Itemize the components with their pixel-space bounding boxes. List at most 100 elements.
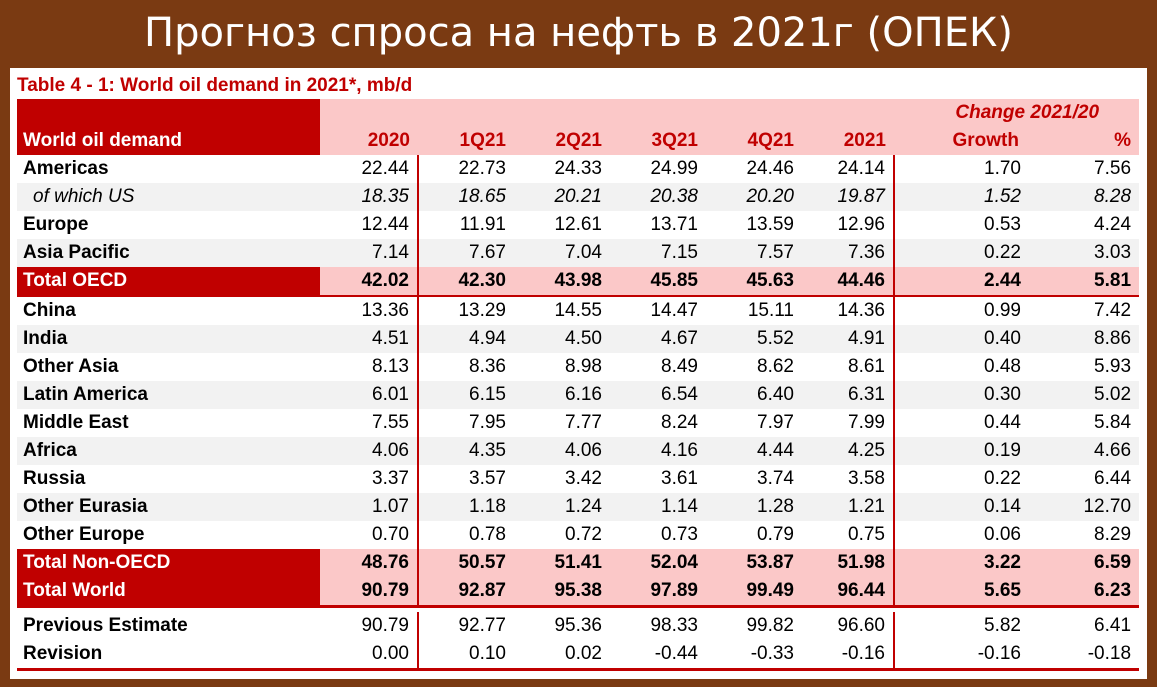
table-cell: 6.41 — [1094, 615, 1132, 636]
table-cell: 6.23 — [1029, 577, 1140, 608]
column-header-2020: 2020 — [320, 127, 418, 155]
table-cell: 5.02 — [1029, 381, 1140, 409]
table-cell: 5.84 — [1094, 412, 1132, 433]
table-cell: 3.74 — [757, 468, 794, 489]
table-cell: 42.02 — [320, 267, 419, 296]
table-cell: 0.44 — [984, 412, 1021, 433]
table-cell: 1.21 — [802, 493, 895, 521]
table-cell: 20.38 — [610, 183, 706, 211]
table-row: Total OECD 42.02 42.30 43.98 45.85 45.63 44.46… — [17, 267, 1140, 296]
table-cell: 96.44 — [802, 577, 895, 608]
row-label: Previous Estimate — [23, 615, 188, 636]
row-label: Middle East — [23, 412, 129, 433]
table-cell: 13.59 — [746, 214, 794, 235]
table-cell: 0.22 — [894, 239, 1029, 267]
table-cell: 90.79 — [320, 577, 419, 608]
table-cell: 3.37 — [320, 465, 419, 493]
table-cell: 51.98 — [802, 549, 895, 577]
table-cell: 11.91 — [459, 214, 506, 235]
table-cell: 12.61 — [554, 214, 602, 235]
table-cell: 8.36 — [469, 356, 506, 377]
column-header-growth: Growth — [894, 127, 1029, 155]
table-cell: 0.78 — [469, 524, 506, 545]
table-cell: 8.61 — [802, 353, 895, 381]
table-cell: 0.02 — [514, 640, 610, 671]
banner-title: Прогноз спроса на нефть в 2021г (ОПЕК) — [0, 0, 1157, 66]
table-cell: 12.44 — [320, 211, 419, 239]
table-cell: 0.48 — [984, 356, 1021, 377]
table-cell: 7.99 — [802, 409, 895, 437]
table-cell: 0.73 — [661, 524, 698, 545]
table-cell: 3.61 — [661, 468, 698, 489]
table-cell: 14.55 — [514, 295, 610, 325]
table-cell: 99.49 — [706, 577, 802, 608]
table-cell: 0.99 — [894, 295, 1029, 325]
header-row-change: Change 2021/20 — [17, 99, 1140, 127]
column-header-4q21: 4Q21 — [706, 127, 802, 155]
table-cell: -0.18 — [1029, 640, 1140, 671]
table-cell: 5.81 — [1029, 267, 1140, 296]
table-row: Other Asia 8.13 8.36 8.98 8.49 8.62 8.61 0.48 5.… — [17, 353, 1139, 381]
row-label: Other Asia — [23, 356, 119, 377]
table-caption: Table 4 - 1: World oil demand in 2021*, … — [17, 75, 413, 96]
table-cell: 8.24 — [661, 412, 698, 433]
row-label: of which US — [17, 183, 320, 211]
table-cell: 7.57 — [706, 239, 802, 267]
row-label: Total Non-OECD — [17, 549, 320, 577]
table-cell: 3.57 — [469, 468, 506, 489]
table-cell: 4.51 — [320, 325, 419, 353]
column-header-pct: % — [1029, 127, 1140, 155]
table-cell: 53.87 — [706, 549, 802, 577]
table-cell: 45.85 — [610, 267, 706, 296]
row-label: Total World — [17, 577, 320, 608]
table-cell: 0.30 — [894, 381, 1029, 409]
table-cell: 8.98 — [565, 356, 602, 377]
table-cell: 20.21 — [514, 183, 610, 211]
table-cell: 0.14 — [894, 493, 1029, 521]
table-cell: 92.77 — [458, 615, 506, 636]
table-cell: 22.44 — [320, 155, 419, 183]
column-header-3q21: 3Q21 — [610, 127, 706, 155]
table-cell: 4.44 — [706, 437, 802, 465]
table-cell: 14.36 — [802, 295, 895, 325]
header-row-columns: World oil demand 2020 1Q21 2Q21 3Q21 4Q2… — [17, 127, 1140, 155]
table-row: of which US 18.35 18.65 20.21 20.38 20.20 19.8… — [17, 183, 1140, 211]
table-cell: 7.36 — [802, 239, 895, 267]
table-cell: 7.56 — [1094, 158, 1132, 179]
table-cell: 6.31 — [802, 381, 895, 409]
table-cell: 1.28 — [706, 493, 802, 521]
table-cell: 4.67 — [610, 325, 706, 353]
table-cell: 24.99 — [650, 158, 698, 179]
table-cell: 95.38 — [514, 577, 610, 608]
table-cell: 97.89 — [610, 577, 706, 608]
table-cell: 4.94 — [418, 325, 514, 353]
table-row: Middle East 7.55 7.95 7.77 8.24 7.97 7.99 0.44 5… — [17, 409, 1139, 437]
table-cell: 6.59 — [1029, 549, 1140, 577]
header-label-top — [17, 99, 320, 127]
column-header-2q21: 2Q21 — [514, 127, 610, 155]
table-row: Africa 4.06 4.35 4.06 4.16 4.44 4.25 0.19 4.66 — [17, 437, 1140, 465]
table-cell: 8.62 — [757, 356, 794, 377]
table-cell: 6.01 — [320, 381, 419, 409]
table-cell: 1.24 — [514, 493, 610, 521]
table-row: India 4.51 4.94 4.50 4.67 5.52 4.91 0.40 8.86 — [17, 325, 1140, 353]
table-cell: 24.14 — [802, 155, 895, 183]
table-cell: 13.71 — [650, 214, 698, 235]
row-label: Revision — [17, 640, 320, 671]
table-cell: -0.16 — [894, 640, 1029, 671]
table-cell: 0.19 — [894, 437, 1029, 465]
table-cell: 8.29 — [1094, 524, 1132, 545]
table-row: Europe 12.44 11.91 12.61 13.71 13.59 12.96 0.53… — [17, 211, 1139, 239]
table-cell: 7.77 — [565, 412, 602, 433]
table-cell: 5.93 — [1094, 356, 1132, 377]
table-cell: 98.33 — [650, 615, 698, 636]
table-cell: 0.10 — [418, 640, 514, 671]
table-cell: 22.73 — [458, 158, 506, 179]
table-cell: 48.76 — [320, 549, 419, 577]
table-row: China 13.36 13.29 14.55 14.47 15.11 14.36 0.99 7… — [17, 295, 1140, 325]
table-cell: 45.63 — [706, 267, 802, 296]
table-cell: 1.07 — [320, 493, 419, 521]
table-cell: 3.22 — [894, 549, 1029, 577]
table-cell: 4.06 — [320, 437, 419, 465]
table-cell: 3.42 — [565, 468, 602, 489]
